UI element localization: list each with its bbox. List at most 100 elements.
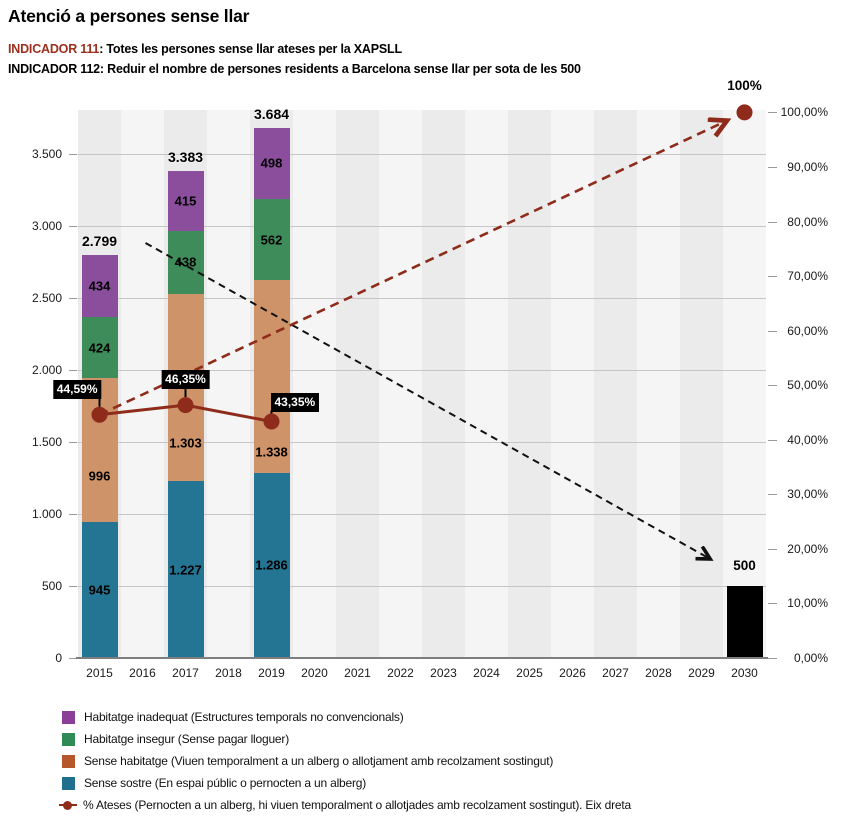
indicator-111-label: INDICADOR 111 [8, 42, 100, 56]
left-axis-tick [69, 658, 77, 659]
bar-segment-value: 1.286 [255, 557, 288, 573]
right-axis-tick [768, 494, 777, 496]
left-axis-tick-label: 1.000 [31, 507, 62, 521]
column-stripe [465, 110, 508, 658]
legend-item: Sense habitatge (Viuen temporalment a un… [62, 750, 631, 772]
right-axis-tick-label: 10,00% [787, 596, 828, 611]
indicator-112-label: INDICADOR 112 [8, 62, 100, 76]
target-bar-label: 500 [733, 558, 756, 573]
x-axis-year-label: 2025 [516, 666, 543, 680]
bar-segment-value: 498 [260, 155, 283, 171]
x-axis-year-label: 2016 [129, 666, 156, 680]
column-stripe [551, 110, 594, 658]
legend-line-dot-marker [59, 799, 77, 812]
bar-segment-value: 434 [88, 278, 111, 294]
column-stripe [121, 110, 164, 658]
column-stripe [422, 110, 465, 658]
x-axis-year-label: 2022 [387, 666, 414, 680]
legend-dot [63, 800, 72, 810]
bar-segment-value: 996 [88, 468, 111, 484]
x-axis-year-label: 2026 [559, 666, 586, 680]
pct-value-badge: 44,59% [52, 379, 102, 399]
x-axis-year-label: 2028 [645, 666, 672, 680]
right-axis-tick [768, 221, 777, 223]
left-axis-tick-label: 1.500 [31, 435, 62, 449]
legend-item: Habitatge insegur (Sense pagar lloguer) [62, 728, 631, 750]
column-stripe [637, 110, 680, 658]
right-axis-tick-label: 100,00% [780, 105, 828, 120]
bar-total-label: 2.799 [81, 232, 118, 249]
target-pct-label: 100% [727, 78, 762, 94]
left-axis-tick-label: 3.500 [31, 147, 62, 161]
right-axis-tick [768, 603, 777, 605]
left-axis-tick-label: 500 [41, 579, 62, 593]
right-axis-tick-label: 60,00% [787, 323, 828, 338]
right-axis-tick-label: 30,00% [787, 487, 828, 502]
left-axis-tick-label: 2.000 [31, 363, 62, 377]
legend-swatch [62, 754, 75, 768]
right-axis-tick-label: 80,00% [787, 214, 828, 229]
bar-segment-value: 562 [260, 232, 283, 248]
left-axis-tick [69, 514, 77, 515]
x-axis-year-label: 2029 [688, 666, 715, 680]
indicator-111: INDICADOR 111: Totes les persones sense … [8, 39, 581, 59]
legend-label: Habitatge inadequat (Estructures tempora… [84, 710, 404, 724]
left-axis-tick [69, 586, 77, 587]
right-axis-tick [768, 166, 777, 168]
right-axis-tick [768, 548, 777, 550]
column-stripe [508, 110, 551, 658]
legend-label: Sense sostre (En espai públic o pernocte… [84, 776, 367, 790]
left-axis-tick [69, 442, 77, 443]
x-axis-line [76, 657, 768, 659]
bar-segment-value: 415 [174, 193, 197, 209]
grid-line [78, 586, 766, 587]
x-axis-year-label: 2021 [344, 666, 371, 680]
bar-segment-value: 945 [88, 582, 111, 598]
column-stripe [723, 110, 766, 658]
column-stripe [594, 110, 637, 658]
right-axis-tick-label: 20,00% [787, 541, 828, 556]
page-title: Atenció a persones sense llar [8, 6, 250, 26]
column-stripe [293, 110, 336, 658]
legend-swatch [62, 732, 75, 746]
x-axis-year-label: 2018 [215, 666, 242, 680]
right-axis-tick [768, 658, 777, 659]
legend-label: % Ateses (Pernocten a un alberg, hi viue… [83, 798, 631, 812]
left-axis-tick [69, 226, 77, 227]
bar-segment-value: 1.338 [255, 444, 288, 460]
bar-segment-value: 438 [174, 254, 197, 270]
right-axis-tick [768, 439, 777, 441]
bar-segment [81, 521, 118, 658]
bar-segment [81, 378, 118, 522]
indicator-111-text: : Totes les persones sense llar ateses p… [99, 42, 402, 56]
x-axis-year-label: 2030 [731, 666, 758, 680]
column-stripe [680, 110, 723, 658]
x-axis-year-label: 2017 [172, 666, 199, 680]
legend-item: Sense sostre (En espai públic o pernocte… [62, 772, 631, 794]
legend-swatch [62, 710, 75, 724]
left-axis-tick [69, 370, 77, 371]
right-axis-tick-label: 0,00% [793, 651, 828, 665]
x-axis-year-label: 2027 [602, 666, 629, 680]
bar-segment-value: 424 [88, 340, 111, 356]
x-axis-year-label: 2023 [430, 666, 457, 680]
x-axis-year-label: 2020 [301, 666, 328, 680]
x-axis-year-label: 2015 [86, 666, 113, 680]
legend-label: Habitatge insegur (Sense pagar lloguer) [84, 732, 289, 746]
right-axis-tick-label: 40,00% [787, 432, 828, 447]
x-axis-year-label: 2019 [258, 666, 285, 680]
indicator-112-text: : Reduir el nombre de persones residents… [99, 62, 581, 76]
bar-total-label: 3.684 [253, 105, 290, 122]
indicator-lines: INDICADOR 111: Totes les persones sense … [8, 39, 581, 79]
x-axis-year-label: 2024 [473, 666, 500, 680]
left-axis-tick-label: 0 [55, 651, 62, 665]
bar-total-label: 3.383 [167, 148, 204, 165]
right-axis-tick [768, 112, 777, 114]
bar-segment-value: 1.303 [169, 435, 202, 451]
right-axis-tick-label: 70,00% [787, 269, 828, 284]
column-stripe [379, 110, 422, 658]
legend-item: Habitatge inadequat (Estructures tempora… [62, 706, 631, 728]
legend-swatch [62, 776, 75, 790]
right-axis-tick [768, 276, 777, 278]
